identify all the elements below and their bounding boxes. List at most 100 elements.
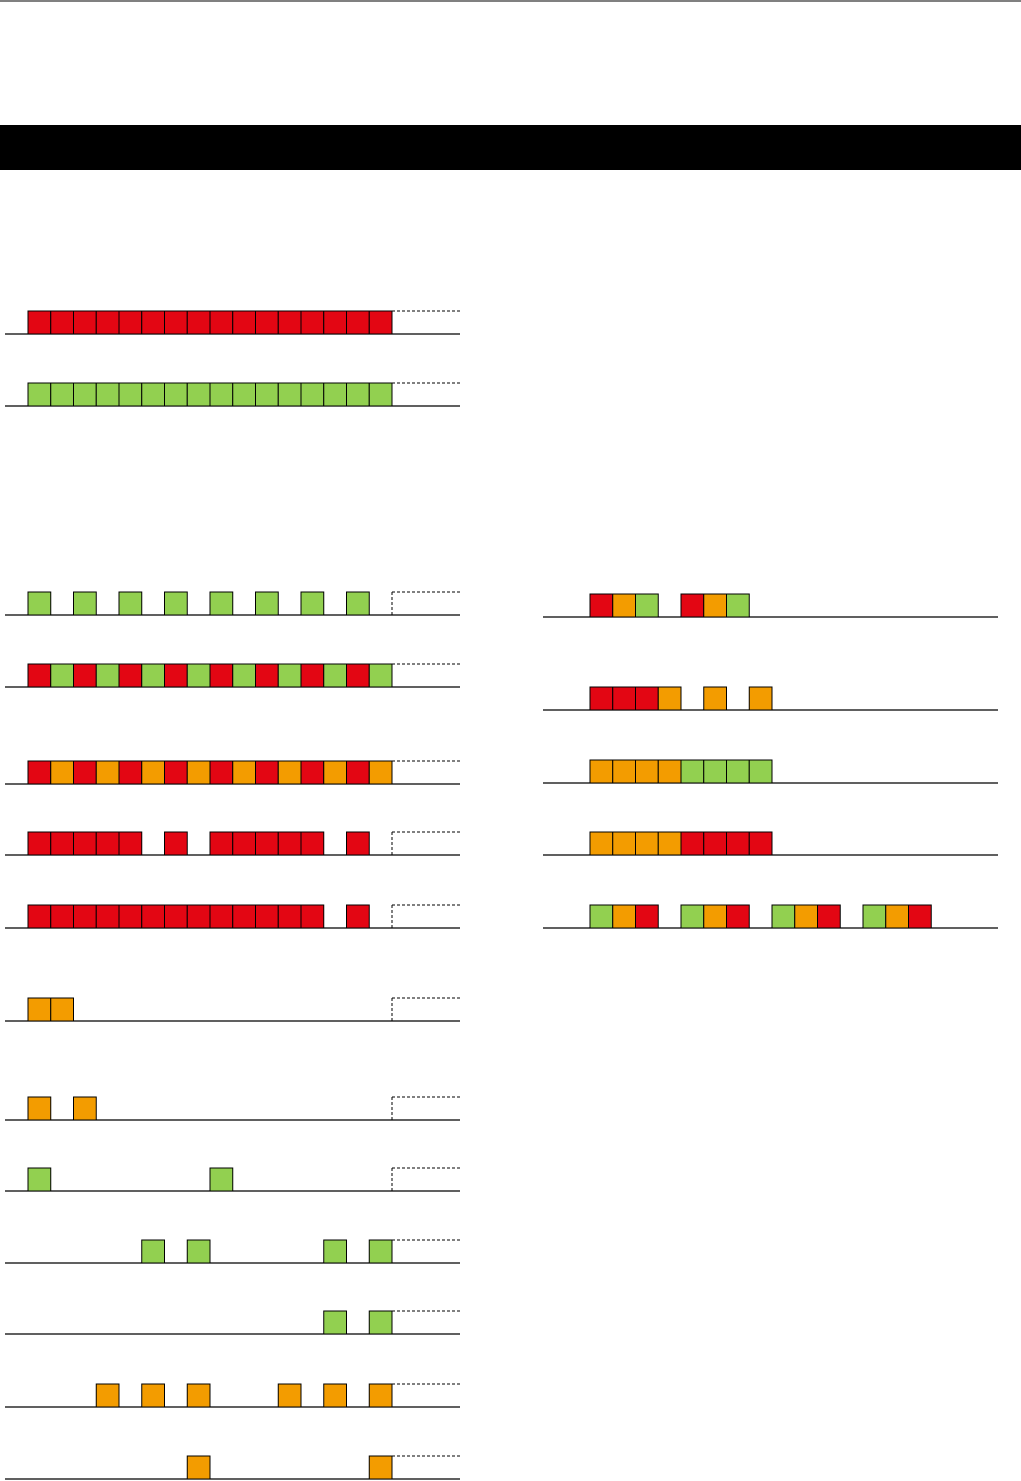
cell: [300, 831, 325, 856]
cell: [50, 831, 74, 856]
cell: [300, 904, 325, 929]
cell: [118, 663, 143, 688]
cell: [232, 760, 256, 785]
cell: [73, 591, 97, 616]
cell: [368, 760, 393, 785]
cell: [771, 904, 796, 929]
cell: [612, 904, 636, 929]
cell: [368, 1310, 393, 1335]
cell: [232, 310, 256, 335]
cell: [612, 759, 636, 784]
cell: [277, 831, 302, 856]
cell: [748, 686, 773, 711]
cell: [27, 997, 52, 1022]
cell: [346, 831, 370, 856]
cell: [118, 760, 143, 785]
cell: [232, 904, 256, 929]
cell: [635, 593, 659, 618]
cell: [277, 382, 302, 407]
cell: [186, 1455, 211, 1480]
cell: [95, 663, 120, 688]
cell: [73, 1096, 97, 1121]
cell: [635, 759, 659, 784]
cell: [726, 593, 750, 618]
cell: [27, 1096, 52, 1121]
cell: [209, 310, 234, 335]
cell: [164, 831, 188, 856]
cell: [300, 310, 325, 335]
cell: [277, 760, 302, 785]
cell: [794, 904, 818, 929]
cell: [141, 382, 165, 407]
cell: [186, 310, 211, 335]
cell: [346, 760, 370, 785]
cell: [118, 831, 143, 856]
cell: [589, 686, 614, 711]
cell: [703, 686, 727, 711]
cell: [209, 591, 234, 616]
cell: [368, 382, 393, 407]
cell: [50, 997, 74, 1022]
cell: [118, 382, 143, 407]
cell: [657, 831, 682, 856]
cell: [95, 382, 120, 407]
cell: [346, 591, 370, 616]
cell: [141, 904, 165, 929]
cell: [908, 904, 932, 929]
cell: [612, 831, 636, 856]
cell: [186, 663, 211, 688]
cell: [27, 760, 52, 785]
cell: [300, 760, 325, 785]
cell: [27, 663, 52, 688]
cell: [255, 831, 279, 856]
cell: [118, 904, 143, 929]
cell: [748, 831, 773, 856]
cell: [164, 760, 188, 785]
cell: [635, 904, 659, 929]
cell: [209, 1167, 234, 1192]
cell: [73, 904, 97, 929]
cell: [277, 1383, 302, 1408]
cell: [95, 760, 120, 785]
cell: [368, 1239, 393, 1264]
cell: [277, 904, 302, 929]
cell: [141, 310, 165, 335]
cell: [50, 382, 74, 407]
cell: [657, 686, 682, 711]
cell: [703, 593, 727, 618]
cell: [209, 663, 234, 688]
cell: [141, 760, 165, 785]
cell: [73, 310, 97, 335]
cell: [164, 382, 188, 407]
cell: [95, 831, 120, 856]
cell: [346, 310, 370, 335]
cell: [50, 904, 74, 929]
cell: [95, 904, 120, 929]
cell: [300, 663, 325, 688]
cell: [186, 382, 211, 407]
cell: [277, 663, 302, 688]
cell: [346, 382, 370, 407]
cell: [73, 831, 97, 856]
cell: [164, 663, 188, 688]
cell: [232, 382, 256, 407]
cell: [27, 831, 52, 856]
cell: [612, 686, 636, 711]
cell: [323, 663, 347, 688]
cell: [323, 760, 347, 785]
cell: [300, 591, 325, 616]
cell: [346, 904, 370, 929]
cell: [141, 1383, 165, 1408]
cell: [680, 593, 705, 618]
cell: [368, 310, 393, 335]
cell: [255, 310, 279, 335]
cell: [141, 1239, 165, 1264]
cell: [255, 663, 279, 688]
cell: [164, 904, 188, 929]
cell: [118, 310, 143, 335]
cell: [635, 686, 659, 711]
cell: [186, 1383, 211, 1408]
cell: [209, 904, 234, 929]
cell: [186, 760, 211, 785]
